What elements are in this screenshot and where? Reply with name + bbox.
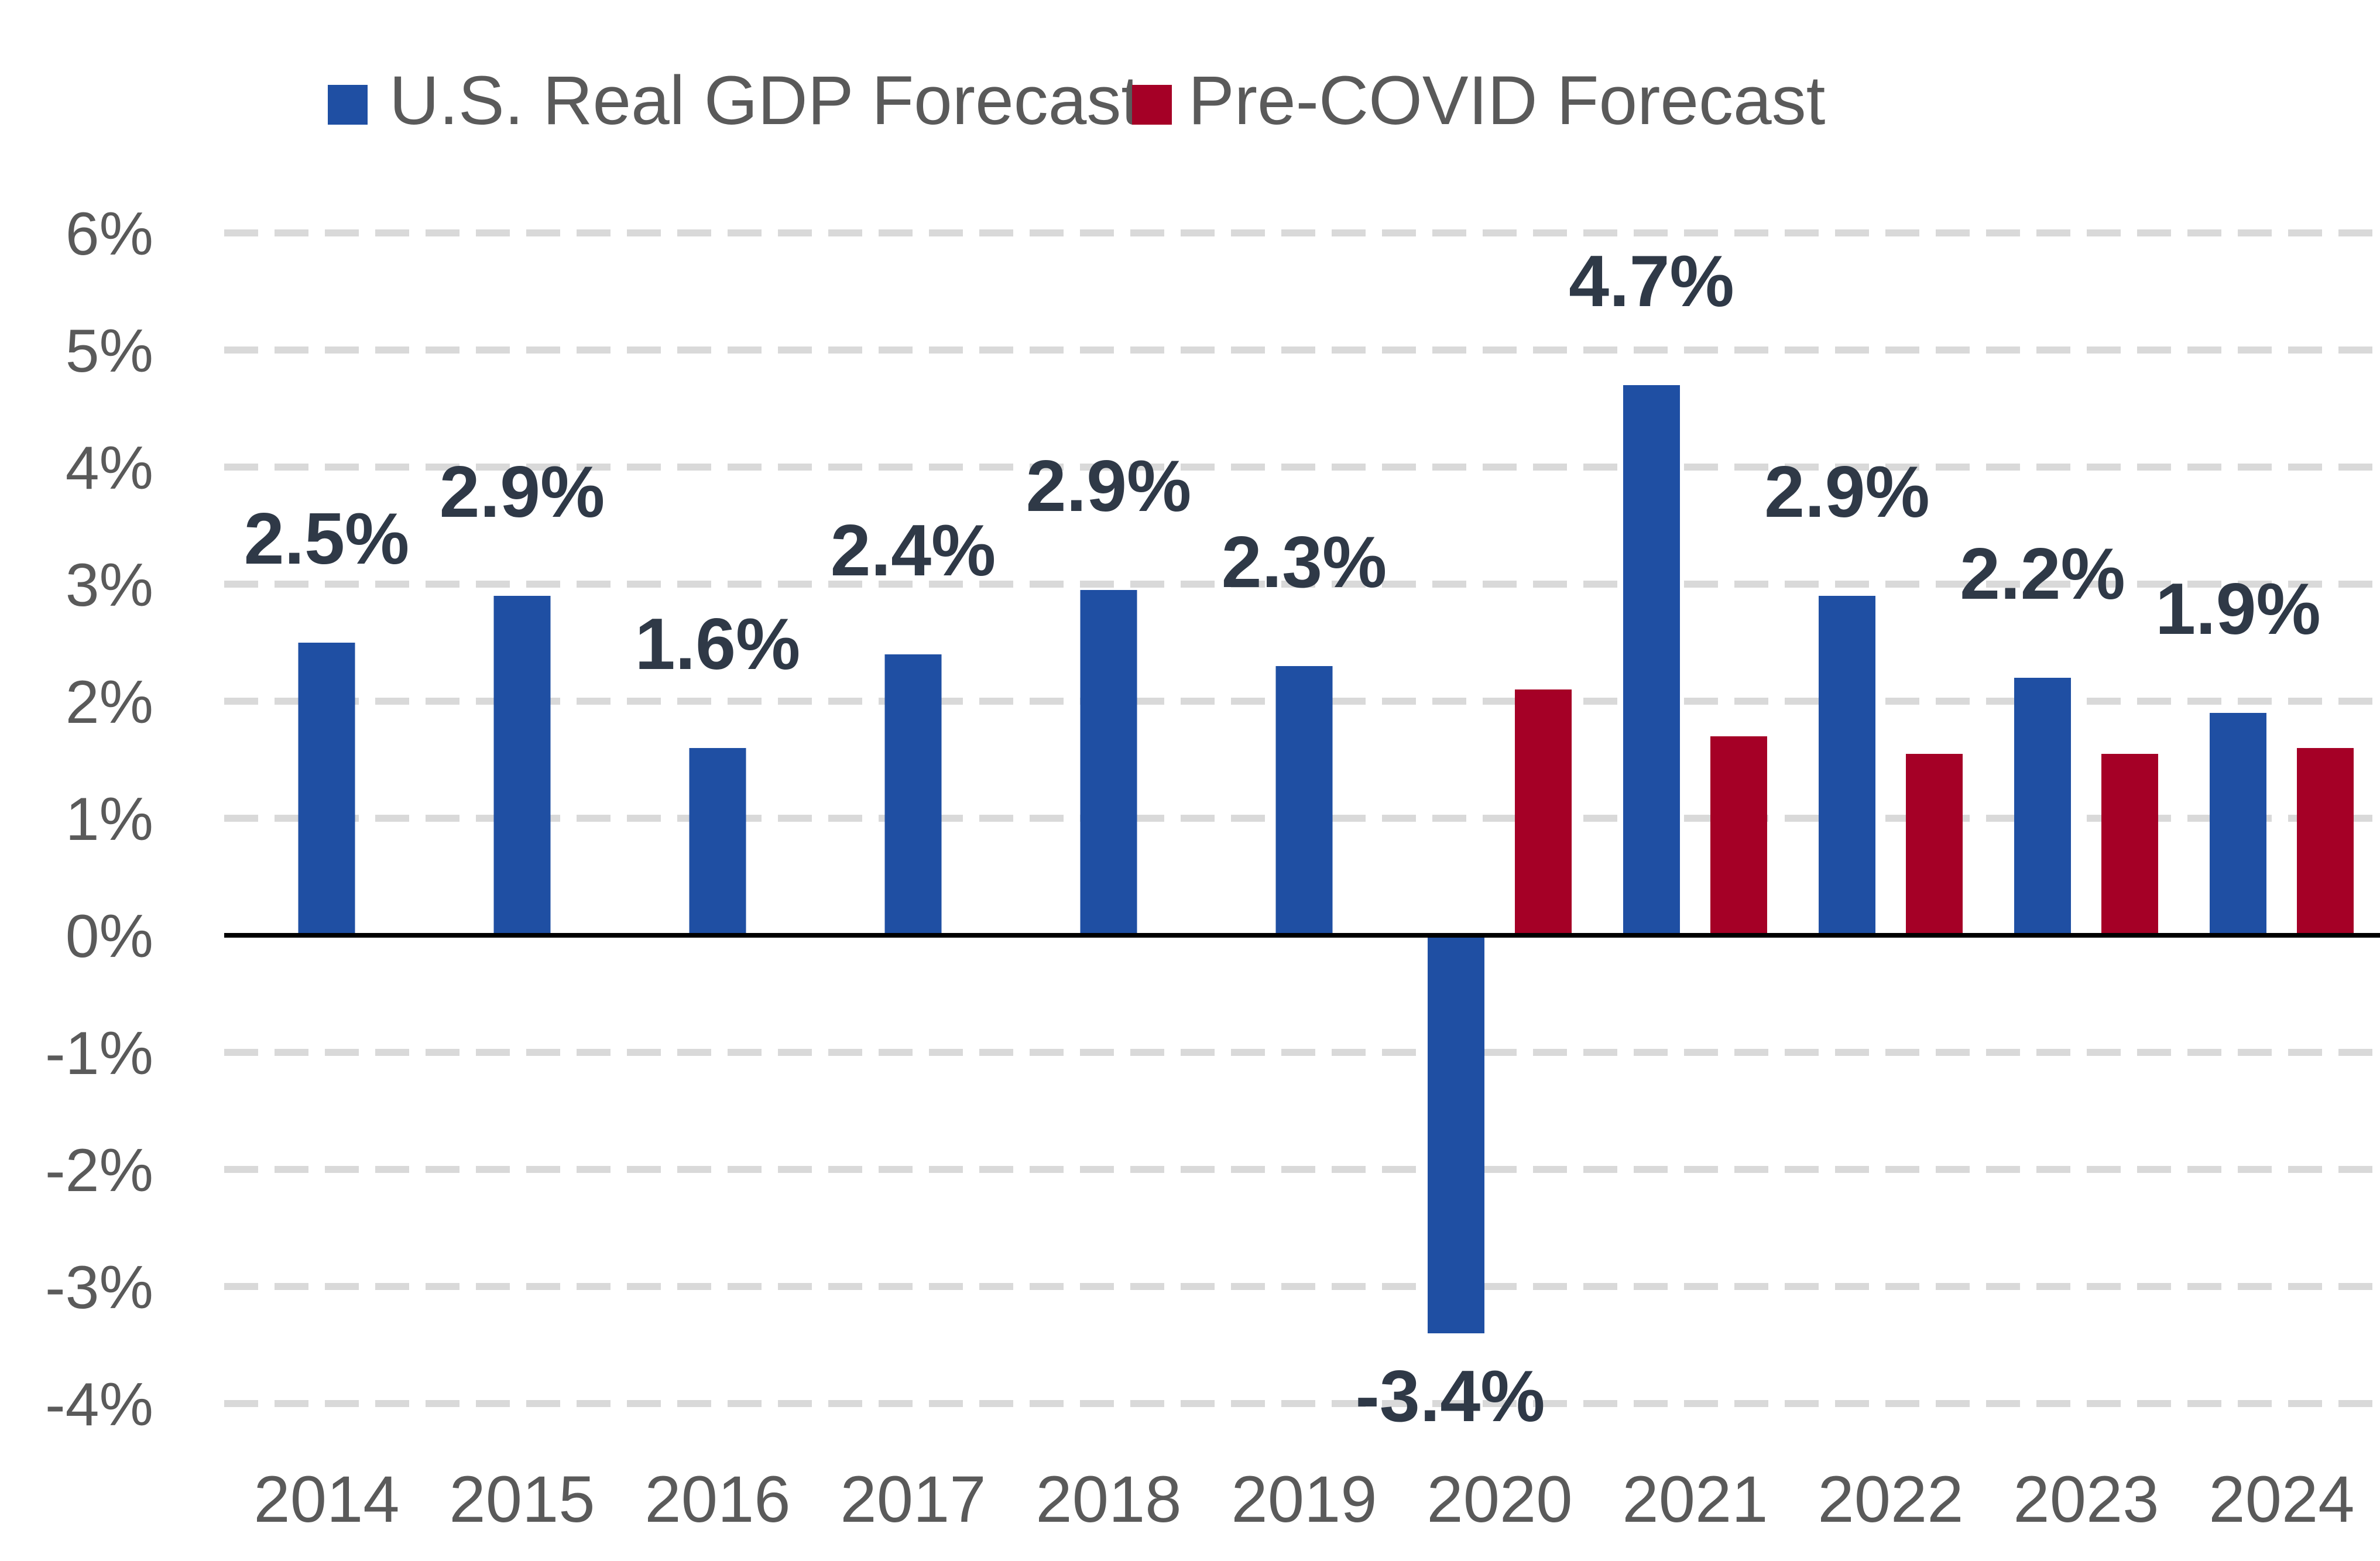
legend-swatch-1 bbox=[328, 85, 368, 125]
data-label-2020: -3.4% bbox=[1356, 1356, 1545, 1437]
y-tick-label: -4% bbox=[45, 1371, 153, 1439]
bar-gdp-forecast-2014 bbox=[298, 643, 355, 935]
bar-gdp-forecast-2019 bbox=[1275, 666, 1333, 935]
bar-pre-covid-2023 bbox=[2101, 754, 2158, 935]
y-tick-label: 1% bbox=[66, 785, 153, 853]
bar-gdp-forecast-2023 bbox=[2014, 678, 2071, 935]
legend-label-2: Pre-COVID Forecast bbox=[1188, 62, 1825, 139]
y-tick-label: -3% bbox=[45, 1254, 153, 1322]
x-tick-label-2016: 2016 bbox=[644, 1463, 790, 1536]
x-tick-label-2019: 2019 bbox=[1231, 1463, 1377, 1536]
legend-swatch-2 bbox=[1132, 85, 1172, 125]
bar-pre-covid-2020 bbox=[1515, 689, 1572, 935]
bar-pre-covid-2022 bbox=[1906, 754, 1963, 935]
y-tick-label: 6% bbox=[66, 200, 153, 268]
data-label-2015: 2.9% bbox=[440, 452, 605, 533]
data-label-2023: 2.2% bbox=[1960, 534, 2125, 615]
bar-gdp-forecast-2020 bbox=[1428, 935, 1484, 1333]
y-tick-label: -1% bbox=[45, 1020, 153, 1087]
y-tick-label: -2% bbox=[45, 1137, 153, 1205]
bar-pre-covid-2021 bbox=[1710, 736, 1767, 935]
bars bbox=[298, 385, 2354, 1333]
data-label-2018: 2.9% bbox=[1026, 446, 1192, 527]
y-tick-label: 4% bbox=[66, 434, 153, 502]
x-tick-label-2024: 2024 bbox=[2208, 1463, 2354, 1536]
bar-gdp-forecast-2015 bbox=[493, 596, 551, 935]
x-tick-label-2014: 2014 bbox=[253, 1463, 399, 1536]
data-label-2014: 2.5% bbox=[244, 499, 410, 579]
y-tick-label: 5% bbox=[66, 317, 153, 385]
data-label-2017: 2.4% bbox=[831, 510, 996, 591]
x-tick-label-2021: 2021 bbox=[1622, 1463, 1768, 1536]
legend: U.S. Real GDP Forecast Pre-COVID Forecast bbox=[328, 62, 1825, 139]
bar-gdp-forecast-2024 bbox=[2210, 713, 2266, 935]
y-tick-label: 0% bbox=[66, 903, 153, 970]
bar-gdp-forecast-2021 bbox=[1623, 385, 1680, 935]
x-tick-label-2022: 2022 bbox=[1817, 1463, 1963, 1536]
x-tick-label-2015: 2015 bbox=[449, 1463, 595, 1536]
data-labels: 2.5% 2.9% 1.6% 2.4% 2.9% 2.3% -3.4% 4.7% 2.9% 2.2… bbox=[244, 241, 2321, 1437]
data-label-2016: 1.6% bbox=[635, 604, 801, 685]
legend-label-1: U.S. Real GDP Forecast bbox=[389, 62, 1140, 139]
y-tick-label: 2% bbox=[66, 668, 153, 736]
x-axis-ticks: 2014 2015 2016 2017 2018 2019 2020 2021 2022 2023… bbox=[253, 1463, 2354, 1536]
x-tick-label-2020: 2020 bbox=[1426, 1463, 1572, 1536]
bar-gdp-forecast-2022 bbox=[1819, 596, 1875, 935]
data-label-2024: 1.9% bbox=[2155, 569, 2321, 650]
x-tick-label-2018: 2018 bbox=[1035, 1463, 1181, 1536]
data-label-2019: 2.3% bbox=[1222, 522, 1387, 603]
data-label-2021: 4.7% bbox=[1569, 241, 1734, 322]
x-tick-label-2017: 2017 bbox=[840, 1463, 986, 1536]
data-label-2022: 2.9% bbox=[1764, 452, 1930, 533]
y-tick-label: 3% bbox=[66, 551, 153, 619]
bar-pre-covid-2024 bbox=[2297, 748, 2354, 935]
bar-gdp-forecast-2016 bbox=[689, 748, 746, 935]
y-axis-ticks: 6% 5% 4% 3% 2% 1% 0% -1% -2% -3% -4% bbox=[45, 200, 153, 1439]
bar-gdp-forecast-2018 bbox=[1080, 590, 1137, 935]
bar-gdp-forecast-2017 bbox=[884, 654, 942, 935]
x-tick-label-2023: 2023 bbox=[2013, 1463, 2159, 1536]
